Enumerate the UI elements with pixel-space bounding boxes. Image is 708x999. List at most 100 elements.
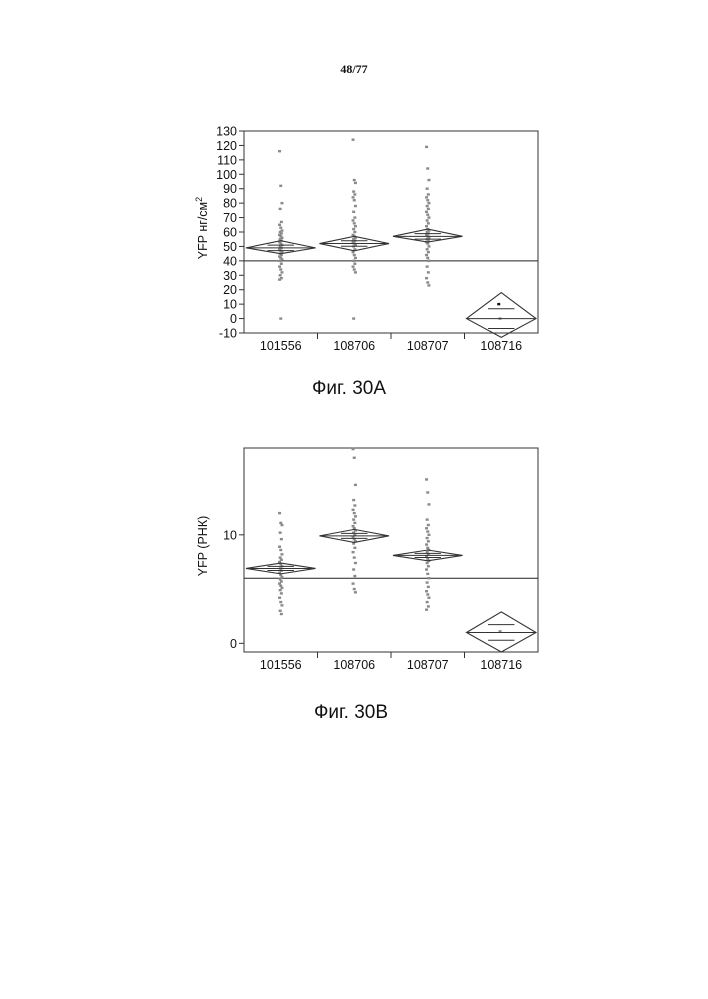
data-point [354, 562, 357, 564]
data-point [425, 478, 428, 480]
data-point [352, 582, 355, 584]
y-tick-label: 80 [223, 197, 237, 211]
y-tick-label: 50 [223, 240, 237, 254]
data-point [425, 590, 428, 592]
data-point [426, 573, 429, 575]
page-number: 48/77 [0, 62, 708, 77]
y-tick-label: 70 [223, 211, 237, 225]
data-point [425, 568, 428, 570]
data-point [353, 522, 356, 524]
data-point [280, 580, 283, 582]
data-point [427, 202, 430, 204]
y-tick-label: 0 [230, 637, 237, 651]
data-point [425, 277, 428, 279]
data-point [426, 491, 429, 493]
data-point [427, 605, 430, 607]
data-point [354, 257, 357, 259]
data-point [353, 588, 356, 590]
data-point [426, 205, 429, 207]
category-label-108706: 108706 [333, 339, 375, 353]
data-point [280, 613, 283, 615]
data-point [427, 503, 430, 505]
data-point [354, 225, 357, 227]
data-point [352, 265, 355, 267]
data-point [425, 225, 428, 227]
data-point [354, 515, 357, 517]
data-point [426, 265, 429, 267]
data-point [278, 597, 281, 599]
data-point [427, 216, 430, 218]
data-point [354, 591, 357, 593]
data-point [354, 271, 357, 273]
category-label-101556: 101556 [260, 658, 302, 672]
plot-frame [244, 448, 538, 652]
data-point [427, 586, 430, 588]
y-tick-label: 20 [223, 283, 237, 297]
data-point [426, 199, 429, 201]
data-point [352, 525, 355, 527]
y-tick-label: 130 [216, 125, 237, 139]
data-point [280, 221, 283, 223]
data-point [425, 527, 428, 529]
y-tick-label: 30 [223, 269, 237, 283]
data-point [280, 202, 283, 204]
data-point [353, 179, 356, 181]
data-point [427, 208, 430, 210]
data-point [278, 546, 281, 548]
data-point [280, 553, 283, 555]
data-point [279, 268, 282, 270]
data-point [353, 222, 356, 224]
data-point [353, 556, 356, 558]
data-point [426, 518, 429, 520]
data-point [426, 167, 429, 169]
category-label-108707: 108707 [407, 339, 449, 353]
data-point [279, 589, 282, 591]
data-point [427, 284, 430, 286]
y-axis-label: YFP (РНК) [196, 516, 210, 577]
data-point [352, 219, 355, 221]
data-point [427, 179, 430, 181]
data-point [427, 597, 430, 599]
category-label-108707: 108707 [407, 658, 449, 672]
data-point [278, 224, 281, 226]
data-point [280, 587, 283, 589]
data-point [353, 268, 356, 270]
y-tick-label: 10 [223, 298, 237, 312]
data-point [427, 193, 430, 195]
y-axis-label: YFP нг/см2 [194, 197, 210, 259]
data-point [426, 581, 429, 583]
data-point [426, 257, 429, 259]
data-point [353, 575, 356, 577]
data-point [426, 530, 429, 532]
y-tick-label: -10 [219, 327, 237, 341]
data-point [352, 499, 355, 501]
data-point [280, 576, 283, 578]
data-point [279, 549, 282, 551]
figure-caption-30b: Фиг. 30B [0, 702, 705, 724]
data-point [354, 484, 357, 486]
data-point [278, 150, 281, 152]
data-point [280, 592, 283, 594]
data-point [352, 211, 355, 213]
data-point [353, 193, 356, 195]
data-point [279, 556, 282, 558]
data-point [280, 271, 283, 273]
data-point [425, 196, 428, 198]
data-point [427, 271, 430, 273]
category-label-101556: 101556 [260, 339, 302, 353]
data-point [352, 190, 355, 192]
data-point [425, 543, 428, 545]
data-point [426, 219, 429, 221]
y-tick-label: 10 [223, 528, 237, 542]
data-point [280, 538, 283, 540]
data-point [278, 278, 281, 280]
data-point [426, 601, 429, 603]
chart-30a: -100102030405060708090100110120130101556… [0, 120, 708, 360]
data-point [280, 559, 283, 561]
data-point [354, 205, 357, 207]
data-point [352, 138, 355, 140]
chart-30b: 010101556108706108707108716YFP (РНК) [0, 440, 708, 680]
data-point [278, 582, 281, 584]
data-point [352, 228, 355, 230]
data-point [427, 524, 430, 526]
